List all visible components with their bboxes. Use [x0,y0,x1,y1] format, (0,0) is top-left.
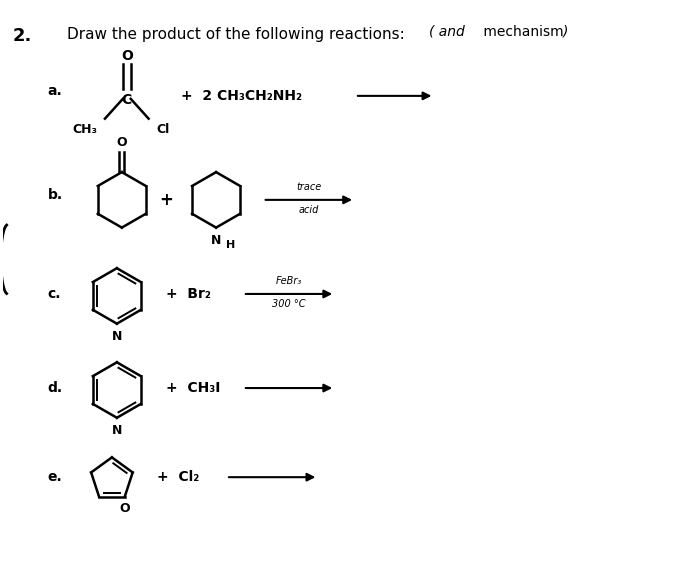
Text: +  CH₃I: + CH₃I [167,381,220,395]
Text: N: N [211,233,221,247]
Text: N: N [112,424,122,437]
Text: H: H [226,240,235,251]
Text: O: O [121,49,133,63]
Text: +  2 CH₃CH₂NH₂: + 2 CH₃CH₂NH₂ [181,89,302,103]
Text: b.: b. [48,188,62,202]
Text: C: C [122,93,132,107]
Text: mechanism: mechanism [479,24,564,39]
Text: ): ) [564,24,568,39]
Text: O: O [116,137,127,149]
Text: a.: a. [48,84,62,98]
Text: trace: trace [296,182,321,192]
Text: Draw the product of the following reactions:: Draw the product of the following reacti… [67,27,405,42]
Text: acid: acid [299,205,319,215]
Text: 300 °C: 300 °C [272,299,306,309]
Text: 2.: 2. [13,27,32,45]
Text: Cl: Cl [157,123,170,135]
Text: +  Br₂: + Br₂ [167,287,211,301]
Text: CH₃: CH₃ [72,123,97,135]
Text: c.: c. [48,287,61,301]
Text: N: N [112,329,122,343]
Text: +: + [160,191,174,209]
Text: +  Cl₂: + Cl₂ [157,470,199,484]
Text: O: O [120,502,130,515]
Text: e.: e. [48,470,62,484]
Text: FeBr₃: FeBr₃ [276,276,302,286]
Text: d.: d. [48,381,62,395]
Text: ( and: ( and [429,24,465,39]
